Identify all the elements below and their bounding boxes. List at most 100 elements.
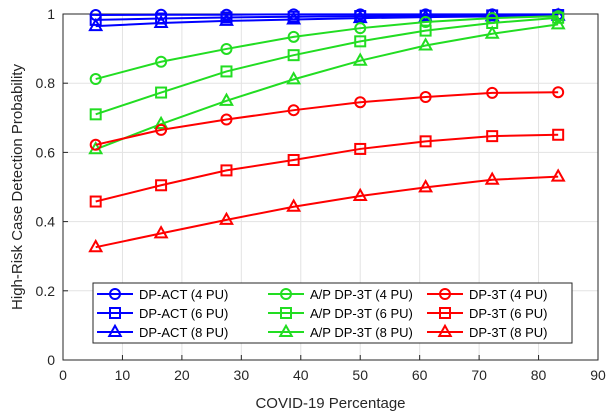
circle-marker <box>439 288 451 300</box>
triangle-marker <box>550 168 566 182</box>
triangle-marker <box>219 92 234 106</box>
square-marker <box>419 24 432 37</box>
square-marker <box>89 13 102 26</box>
triangle-marker <box>286 198 302 212</box>
legend-label: DP-ACT (4 PU) <box>139 287 228 302</box>
triangle-marker <box>286 11 302 25</box>
circle-marker <box>354 96 367 109</box>
series-line <box>95 13 559 17</box>
circle-marker <box>419 15 432 28</box>
series <box>89 11 565 121</box>
legend-label: DP-3T (8 PU) <box>469 325 548 340</box>
legend-box <box>92 282 573 344</box>
square-marker <box>354 142 367 155</box>
x-tick-label: 30 <box>234 367 250 383</box>
circle-marker <box>287 104 300 117</box>
legend-label: A/P DP-3T (6 PU) <box>310 306 413 321</box>
triangle-marker <box>352 187 368 201</box>
triangle-marker <box>219 12 234 26</box>
legend-item: DP-ACT (6 PU) <box>97 306 228 321</box>
triangle-marker <box>153 14 169 28</box>
axis-ticks: 0 10 20 30 40 50 60 70 80 90 0 0.2 0.4 0.6 0.8 1 <box>36 6 606 383</box>
series-line <box>95 133 559 203</box>
x-tick-label: 60 <box>412 367 428 383</box>
series <box>89 86 565 151</box>
square-marker <box>89 108 102 121</box>
square-marker <box>354 35 367 48</box>
circle-marker <box>89 138 102 151</box>
circle-marker <box>552 86 565 99</box>
x-tick-label: 70 <box>471 367 487 383</box>
circle-marker <box>280 288 292 300</box>
square-marker <box>486 130 499 143</box>
triangle-marker <box>484 8 500 22</box>
series <box>89 10 565 86</box>
legend-item: DP-3T (8 PU) <box>427 323 548 340</box>
square-marker <box>220 65 233 78</box>
circle-marker <box>220 113 233 126</box>
x-tick-label: 10 <box>115 367 131 383</box>
triangle-marker <box>153 115 169 130</box>
square-marker <box>155 86 168 99</box>
square-marker <box>220 11 233 24</box>
legend-item: DP-3T (6 PU) <box>427 306 548 321</box>
y-tick-label: 1 <box>47 6 55 22</box>
legend-label: A/P DP-3T (8 PU) <box>310 325 413 340</box>
legend-label: DP-ACT (8 PU) <box>139 325 228 340</box>
y-tick-label: 0.6 <box>36 144 56 160</box>
square-marker <box>220 164 233 177</box>
square-marker <box>287 49 300 62</box>
series-lines <box>88 7 566 253</box>
legend-item: DP-ACT (8 PU) <box>97 323 228 340</box>
x-tick-label: 40 <box>293 367 309 383</box>
legend-item: DP-3T (4 PU) <box>427 287 548 302</box>
triangle-marker <box>286 71 302 85</box>
legend-item: DP-ACT (4 PU) <box>97 287 228 302</box>
y-tick-label: 0.4 <box>36 214 56 230</box>
triangle-marker <box>484 25 500 39</box>
circle-marker <box>354 22 367 35</box>
circle-marker <box>419 91 432 104</box>
series-line <box>95 16 559 116</box>
circle-marker <box>486 86 499 99</box>
circle-marker <box>155 55 168 68</box>
y-tick-label: 0.8 <box>36 75 56 91</box>
x-tick-label: 80 <box>531 367 547 383</box>
triangle-marker <box>153 225 169 239</box>
circle-marker <box>220 42 233 55</box>
triangle-marker <box>352 9 368 24</box>
x-tick-label: 0 <box>59 367 67 383</box>
y-axis-label: High-Risk Case Detection Probability <box>9 64 26 310</box>
triangle-marker <box>418 179 434 193</box>
triangle-marker <box>352 52 368 66</box>
series-line <box>95 14 559 28</box>
y-tick-label: 0 <box>47 352 55 368</box>
legend-item: A/P DP-3T (6 PU) <box>268 306 413 321</box>
square-marker <box>155 179 168 192</box>
square-marker <box>439 307 451 319</box>
circle-marker <box>109 288 121 300</box>
triangle-marker <box>107 323 123 337</box>
triangle-marker <box>88 238 104 253</box>
x-tick-label: 20 <box>174 367 190 383</box>
circle-marker <box>155 123 168 136</box>
legend-label: A/P DP-3T (4 PU) <box>310 287 413 302</box>
series <box>88 16 566 155</box>
triangle-marker <box>437 323 453 337</box>
triangle-marker <box>88 17 104 32</box>
triangle-marker <box>418 37 434 51</box>
y-tick-label: 0.2 <box>36 283 56 299</box>
series <box>88 7 566 32</box>
square-marker <box>552 11 565 24</box>
square-marker <box>419 135 432 148</box>
series-line <box>95 14 559 21</box>
x-tick-label: 50 <box>352 367 368 383</box>
legend-item: A/P DP-3T (4 PU) <box>268 287 413 302</box>
legend-label: DP-3T (4 PU) <box>469 287 548 302</box>
series-line <box>95 175 559 249</box>
triangle-marker <box>484 171 500 185</box>
circle-marker <box>89 73 102 86</box>
square-marker <box>287 154 300 167</box>
circle-marker <box>287 30 300 43</box>
